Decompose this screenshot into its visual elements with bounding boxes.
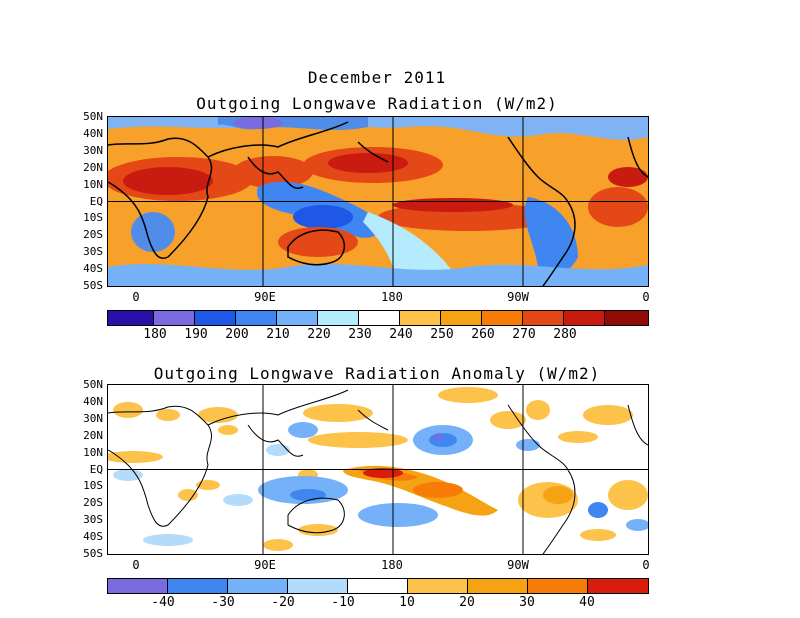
lon-label: 90E [254,558,276,572]
lat-label: 10S [83,479,103,492]
colorbar-label: 250 [430,327,454,342]
lon-label: 0 [132,290,140,304]
lat-label: 50S [83,547,103,560]
lat-label: EQ [89,463,103,476]
colorbar-swatch [588,579,648,593]
colorbar-swatch [277,311,318,325]
colorbar-label: 240 [389,327,413,342]
colorbar-label: 10 [399,595,415,610]
lat-label: 30N [83,412,103,425]
lon-label: 180 [381,558,403,572]
olr-anomaly-title: Outgoing Longwave Radiation Anomaly (W/m… [153,364,601,383]
colorbar-swatch [482,311,523,325]
colorbar-swatch [108,579,168,593]
lat-label: 20S [83,228,103,241]
colorbar-swatch [228,579,288,593]
colorbar-swatch [236,311,277,325]
colorbar-swatch [288,579,348,593]
lat-label: 40S [83,262,103,275]
colorbar-swatch [348,579,408,593]
lat-label: EQ [89,195,103,208]
lon-label: 90E [254,290,276,304]
lat-label: 40S [83,530,103,543]
colorbar-swatch [154,311,195,325]
olr-colorbar [107,310,649,326]
colorbar-label: -40 [151,595,175,610]
lon-label: 0 [132,558,140,572]
lon-label: 0 [642,290,650,304]
colorbar-label: -30 [211,595,235,610]
olr-field [108,117,648,286]
colorbar-swatch [468,579,528,593]
lat-label: 20N [83,161,103,174]
colorbar-swatch [523,311,564,325]
colorbar-label: 270 [512,327,536,342]
colorbar-label: 200 [225,327,249,342]
lat-label: 40N [83,395,103,408]
lat-label: 10N [83,178,103,191]
olr-title: Outgoing Longwave Radiation (W/m2) [196,94,558,113]
lon-label: 90W [507,290,529,304]
colorbar-label: -20 [271,595,295,610]
month-title: December 2011 [307,68,447,87]
lat-label: 50S [83,279,103,292]
lon-label: 180 [381,290,403,304]
colorbar-swatch [359,311,400,325]
lat-label: 20S [83,496,103,509]
colorbar-swatch [605,311,648,325]
colorbar-swatch [195,311,236,325]
lat-label: 30S [83,513,103,526]
colorbar-label: 230 [348,327,372,342]
colorbar-label: 180 [143,327,167,342]
colorbar-swatch [408,579,468,593]
lat-label: 50N [83,110,103,123]
olr-anomaly-map [107,384,649,555]
olr-map [107,116,649,287]
colorbar-label: 30 [519,595,535,610]
colorbar-swatch [400,311,441,325]
lat-label: 30S [83,245,103,258]
colorbar-swatch [528,579,588,593]
colorbar-label: 20 [459,595,475,610]
lat-label: 20N [83,429,103,442]
colorbar-swatch [318,311,359,325]
colorbar-swatch [108,311,154,325]
lon-label: 0 [642,558,650,572]
lon-label: 90W [507,558,529,572]
colorbar-swatch [441,311,482,325]
lat-label: 10N [83,446,103,459]
colorbar-label: 190 [184,327,208,342]
lat-label: 40N [83,127,103,140]
colorbar-swatch [168,579,228,593]
colorbar-label: -10 [331,595,355,610]
lat-label: 10S [83,211,103,224]
colorbar-swatch [564,311,605,325]
colorbar-label: 40 [579,595,595,610]
lat-label: 30N [83,144,103,157]
olr-anomaly-colorbar [107,578,649,594]
lat-label: 50N [83,378,103,391]
olr-anomaly-field [108,385,648,554]
colorbar-label: 260 [471,327,495,342]
colorbar-label: 210 [266,327,290,342]
colorbar-label: 220 [307,327,331,342]
colorbar-label: 280 [553,327,577,342]
